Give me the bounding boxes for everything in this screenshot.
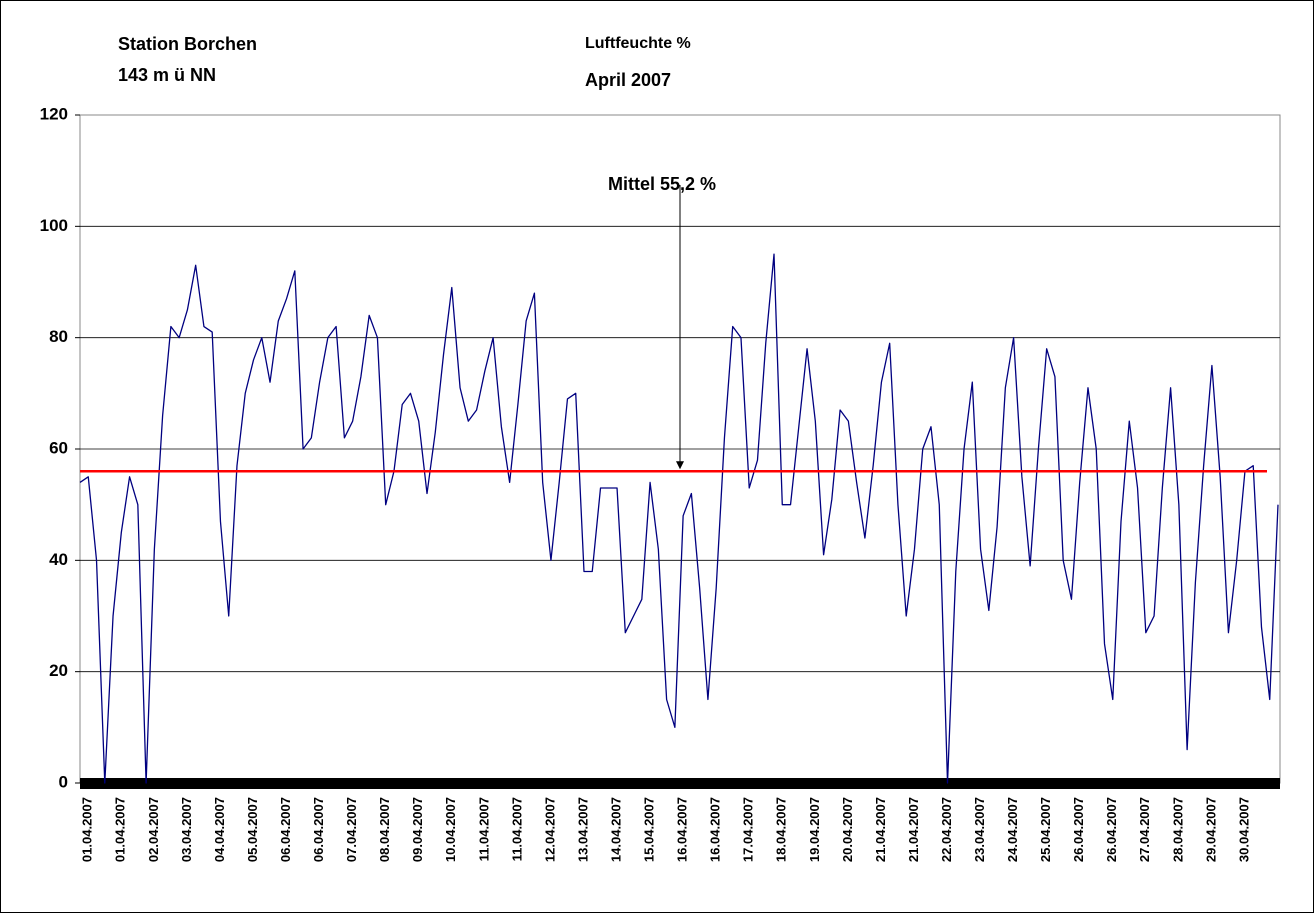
x-tick-label: 18.04.2007 <box>774 797 789 862</box>
annotation-arrowhead <box>676 461 684 470</box>
chart-subtitle: April 2007 <box>585 70 671 90</box>
x-tick-label: 01.04.2007 <box>113 797 128 862</box>
x-tick-label: 20.04.2007 <box>840 797 855 862</box>
x-tick-label: 03.04.2007 <box>179 797 194 862</box>
y-tick-label: 100 <box>40 216 68 235</box>
x-tick-label: 12.04.2007 <box>542 797 557 862</box>
x-tick-label: 14.04.2007 <box>608 797 623 862</box>
chart-title: Luftfeuchte % <box>585 35 691 52</box>
y-tick-label: 20 <box>49 661 68 680</box>
x-tick-label: 04.04.2007 <box>212 797 227 862</box>
x-tick-label: 29.04.2007 <box>1203 797 1218 862</box>
x-tick-label: 19.04.2007 <box>807 797 822 862</box>
x-tick-label: 25.04.2007 <box>1038 797 1053 862</box>
station-name: Station Borchen <box>118 34 257 54</box>
x-tick-label: 11.04.2007 <box>509 797 524 861</box>
x-tick-label: 13.04.2007 <box>575 797 590 862</box>
x-tick-label: 21.04.2007 <box>873 797 888 862</box>
x-tick-label: 06.04.2007 <box>311 797 326 862</box>
x-tick-label: 26.04.2007 <box>1104 797 1119 862</box>
x-tick-label: 27.04.2007 <box>1137 797 1152 862</box>
y-tick-label: 80 <box>49 327 68 346</box>
x-tick-label: 15.04.2007 <box>642 797 657 862</box>
data-line <box>79 253 1279 784</box>
x-tick-label: 06.04.2007 <box>278 797 293 862</box>
station-elevation: 143 m ü NN <box>118 65 216 85</box>
x-tick-label: 11.04.2007 <box>476 797 491 861</box>
x-tick-label: 16.04.2007 <box>675 797 690 862</box>
mean-annotation: Mittel 55,2 % <box>608 174 716 194</box>
y-tick-label: 120 <box>40 104 68 123</box>
x-tick-label: 09.04.2007 <box>410 797 425 862</box>
x-tick-label: 21.04.2007 <box>906 797 921 862</box>
y-tick-label: 60 <box>49 438 68 457</box>
x-tick-label: 07.04.2007 <box>344 797 359 862</box>
x-axis-band <box>80 778 1280 789</box>
x-tick-label: 02.04.2007 <box>146 797 161 862</box>
x-tick-label: 23.04.2007 <box>972 797 987 862</box>
x-tick-label: 05.04.2007 <box>245 797 260 862</box>
x-tick-label: 16.04.2007 <box>708 797 723 862</box>
x-tick-label: 28.04.2007 <box>1170 797 1185 862</box>
x-tick-label: 08.04.2007 <box>377 797 392 862</box>
x-tick-label: 30.04.2007 <box>1236 797 1251 862</box>
x-tick-label: 22.04.2007 <box>939 797 954 862</box>
y-tick-label: 0 <box>59 772 68 791</box>
x-tick-label: 10.04.2007 <box>443 797 458 862</box>
x-tick-label: 01.04.2007 <box>80 797 95 862</box>
y-tick-label: 40 <box>49 550 68 569</box>
x-tick-label: 17.04.2007 <box>741 797 756 862</box>
x-tick-label: 26.04.2007 <box>1071 797 1086 862</box>
x-tick-label: 24.04.2007 <box>1005 797 1020 862</box>
